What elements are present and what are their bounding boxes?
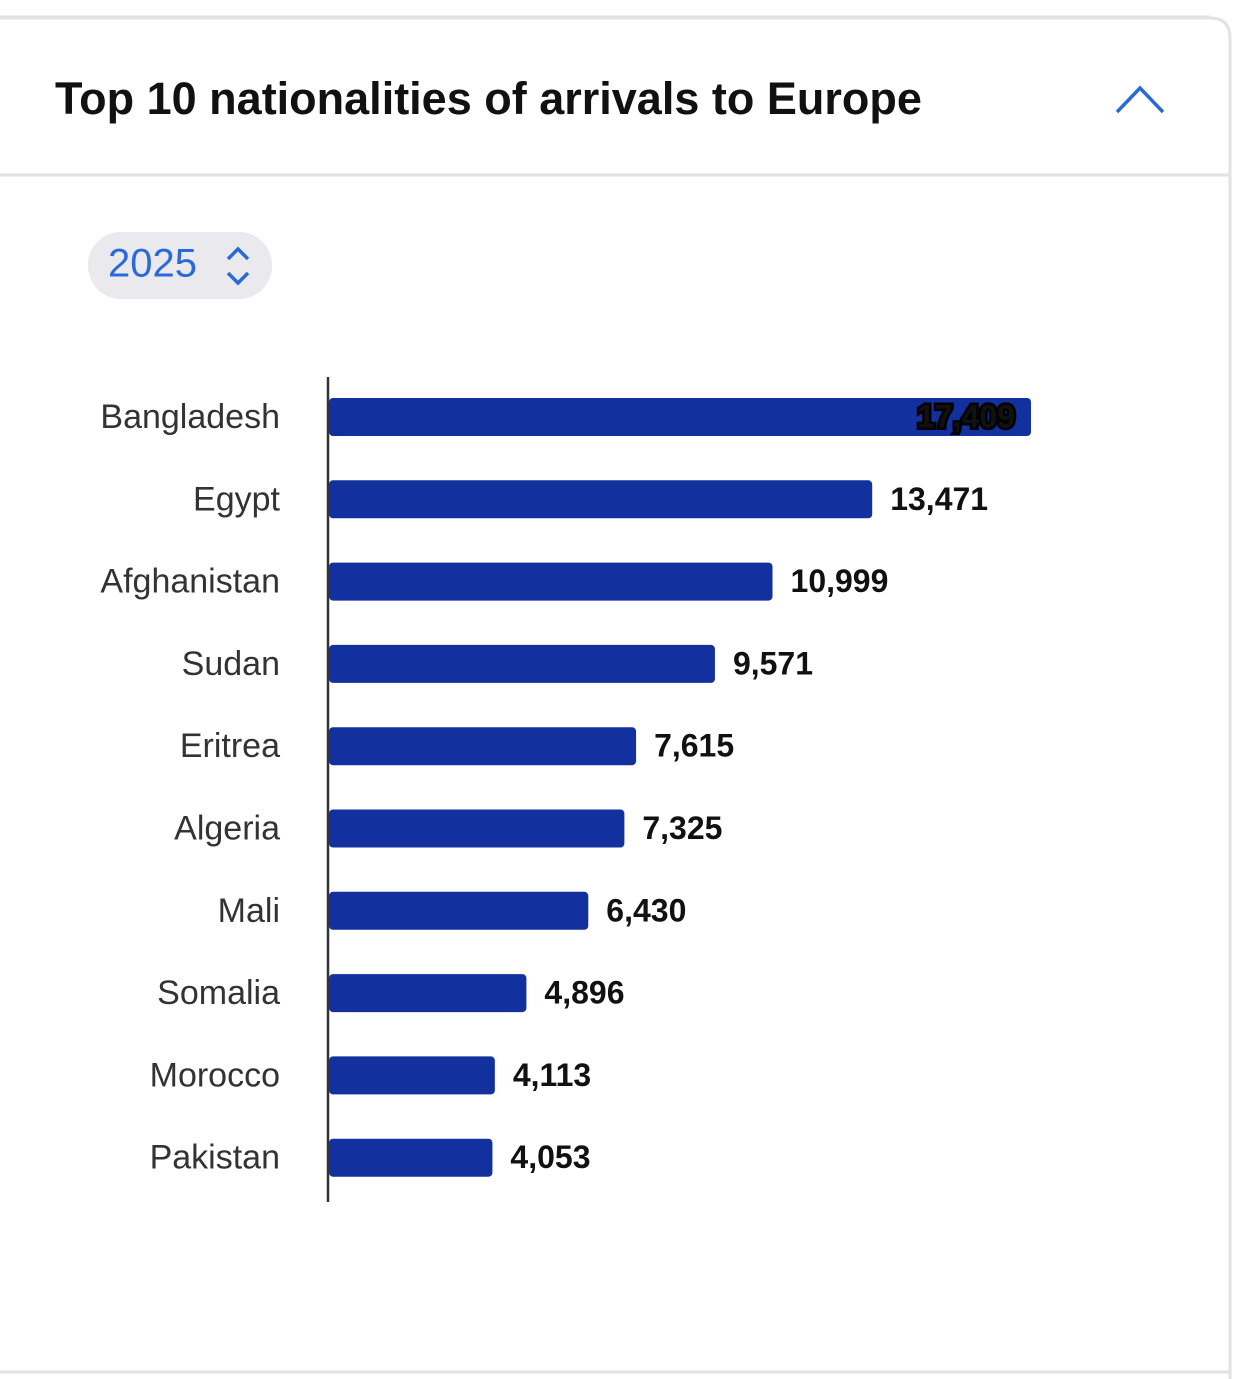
category-label: Pakistan — [150, 1139, 280, 1177]
bar — [329, 1138, 493, 1177]
selector-pill[interactable] — [88, 232, 272, 299]
bar — [329, 974, 527, 1013]
value-label: 9,571 — [733, 645, 813, 681]
bar — [329, 562, 773, 601]
category-label: Egypt — [193, 480, 280, 518]
value-label: 17,409 — [917, 398, 1015, 434]
selector-icon — [226, 246, 250, 286]
category-label: Somalia — [157, 974, 280, 1012]
collapse-button[interactable] — [1115, 85, 1165, 114]
category-label: Eritrea — [180, 727, 280, 765]
bar — [329, 1056, 495, 1095]
category-label: Algeria — [174, 809, 280, 847]
category-label: Bangladesh — [100, 398, 280, 436]
card-title: Top 10 nationalities of arrivals to Euro… — [55, 73, 922, 124]
category-label: Morocco — [150, 1056, 280, 1094]
card-border — [0, 16, 1232, 1379]
value-label: 10,999 — [791, 563, 889, 599]
bar — [329, 480, 873, 519]
category-label: Mali — [218, 892, 280, 930]
category-label: Sudan — [182, 645, 280, 683]
category-label: Afghanistan — [100, 563, 280, 601]
value-label: 7,615 — [654, 728, 734, 764]
value-label: 4,113 — [513, 1057, 591, 1093]
value-label: 4,053 — [510, 1139, 590, 1175]
bar — [329, 809, 625, 848]
value-label: 7,325 — [642, 810, 722, 846]
bar — [329, 398, 1031, 436]
year-selector[interactable]: 2025 — [88, 232, 272, 299]
bar — [329, 727, 637, 766]
bar — [329, 644, 715, 683]
value-label: 4,896 — [544, 975, 624, 1011]
value-label: 13,471 — [890, 481, 988, 517]
value-label: 6,430 — [606, 892, 686, 928]
bar — [329, 891, 589, 930]
selector-label[interactable]: 2025 — [108, 242, 197, 286]
